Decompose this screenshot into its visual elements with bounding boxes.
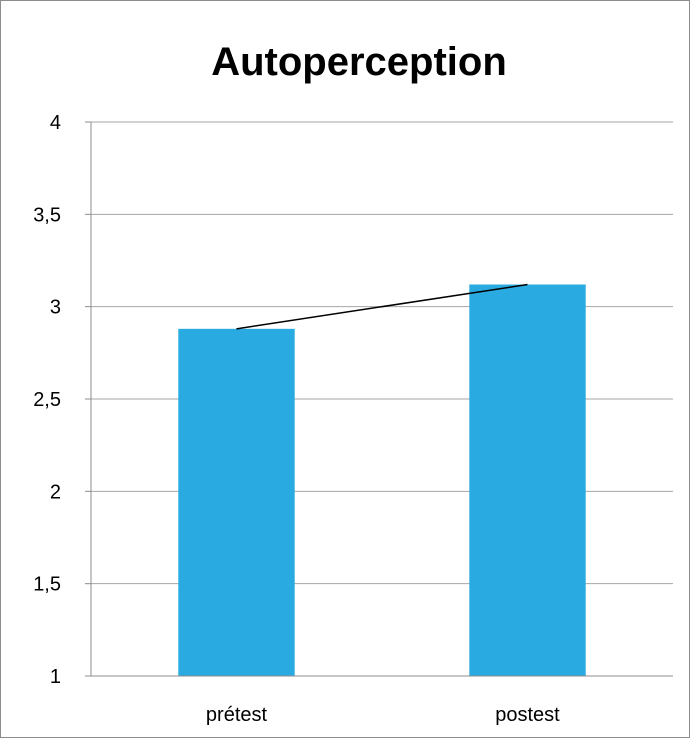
y-tick-label: 1 (50, 666, 61, 688)
x-category-label: postest (495, 704, 560, 726)
bar-2 (469, 284, 586, 676)
y-tick-label: 3 (50, 297, 61, 319)
bar-1 (178, 328, 295, 676)
chart-title: Autoperception (211, 40, 507, 84)
y-tick-label: 1,5 (33, 574, 61, 596)
y-axis-ticks: 1 1,5 2 2,5 3 3,5 4 (33, 112, 91, 688)
x-axis-labels: prétest postest (206, 704, 560, 726)
trend-line-group (236, 283, 528, 330)
bars (178, 284, 586, 676)
y-tick-label: 3,5 (33, 204, 61, 226)
y-tick-label: 4 (50, 112, 61, 134)
trend-line (236, 283, 528, 330)
y-tick-label: 2,5 (33, 389, 61, 411)
axes (90, 122, 673, 677)
y-tick-label: 2 (50, 481, 61, 503)
x-category-label: prétest (206, 704, 268, 726)
